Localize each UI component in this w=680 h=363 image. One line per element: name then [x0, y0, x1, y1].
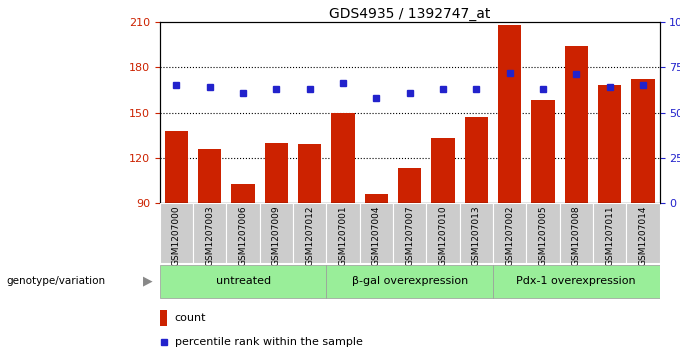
Text: GSM1207005: GSM1207005 [539, 205, 547, 266]
Text: ▶: ▶ [143, 275, 153, 288]
Bar [426, 203, 460, 263]
Text: Pdx-1 overexpression: Pdx-1 overexpression [517, 276, 636, 286]
Bar [498, 25, 522, 203]
Text: β-gal overexpression: β-gal overexpression [352, 276, 468, 286]
Text: GSM1207001: GSM1207001 [339, 205, 347, 266]
Text: GSM1207014: GSM1207014 [639, 205, 647, 266]
Bar [398, 168, 422, 203]
Bar [331, 113, 355, 203]
Text: GSM1207008: GSM1207008 [572, 205, 581, 266]
Bar [298, 144, 322, 203]
Text: GSM1207007: GSM1207007 [405, 205, 414, 266]
Bar [626, 203, 660, 263]
Bar [265, 143, 288, 203]
Text: GSM1207013: GSM1207013 [472, 205, 481, 266]
Bar [293, 203, 326, 263]
Text: percentile rank within the sample: percentile rank within the sample [175, 337, 362, 347]
Text: GSM1207006: GSM1207006 [239, 205, 248, 266]
Bar [531, 101, 555, 203]
Text: GSM1207002: GSM1207002 [505, 205, 514, 266]
Bar [326, 265, 493, 298]
Bar [160, 203, 193, 263]
Bar [360, 203, 393, 263]
Bar [464, 117, 488, 203]
Title: GDS4935 / 1392747_at: GDS4935 / 1392747_at [329, 7, 490, 21]
Text: GSM1207009: GSM1207009 [272, 205, 281, 266]
Bar [560, 203, 593, 263]
Bar [260, 203, 293, 263]
Text: untreated: untreated [216, 276, 271, 286]
Text: GSM1207011: GSM1207011 [605, 205, 614, 266]
Text: GSM1207012: GSM1207012 [305, 205, 314, 266]
Text: GSM1207000: GSM1207000 [172, 205, 181, 266]
Text: GSM1207003: GSM1207003 [205, 205, 214, 266]
Text: GSM1207004: GSM1207004 [372, 205, 381, 266]
Bar [593, 203, 626, 263]
Bar [564, 46, 588, 203]
Text: count: count [175, 313, 206, 323]
Text: genotype/variation: genotype/variation [7, 276, 106, 286]
Bar [493, 265, 660, 298]
Bar [160, 310, 167, 326]
Bar [460, 203, 493, 263]
Bar [364, 194, 388, 203]
Bar [226, 203, 260, 263]
Bar [326, 203, 360, 263]
Bar [393, 203, 426, 263]
Text: GSM1207010: GSM1207010 [439, 205, 447, 266]
Bar [231, 184, 255, 203]
Bar [598, 85, 622, 203]
Bar [493, 203, 526, 263]
Bar [526, 203, 560, 263]
Bar [198, 149, 222, 203]
Bar [160, 265, 326, 298]
Bar [631, 79, 655, 203]
Bar [165, 131, 188, 203]
Bar [431, 138, 455, 203]
Bar [193, 203, 226, 263]
